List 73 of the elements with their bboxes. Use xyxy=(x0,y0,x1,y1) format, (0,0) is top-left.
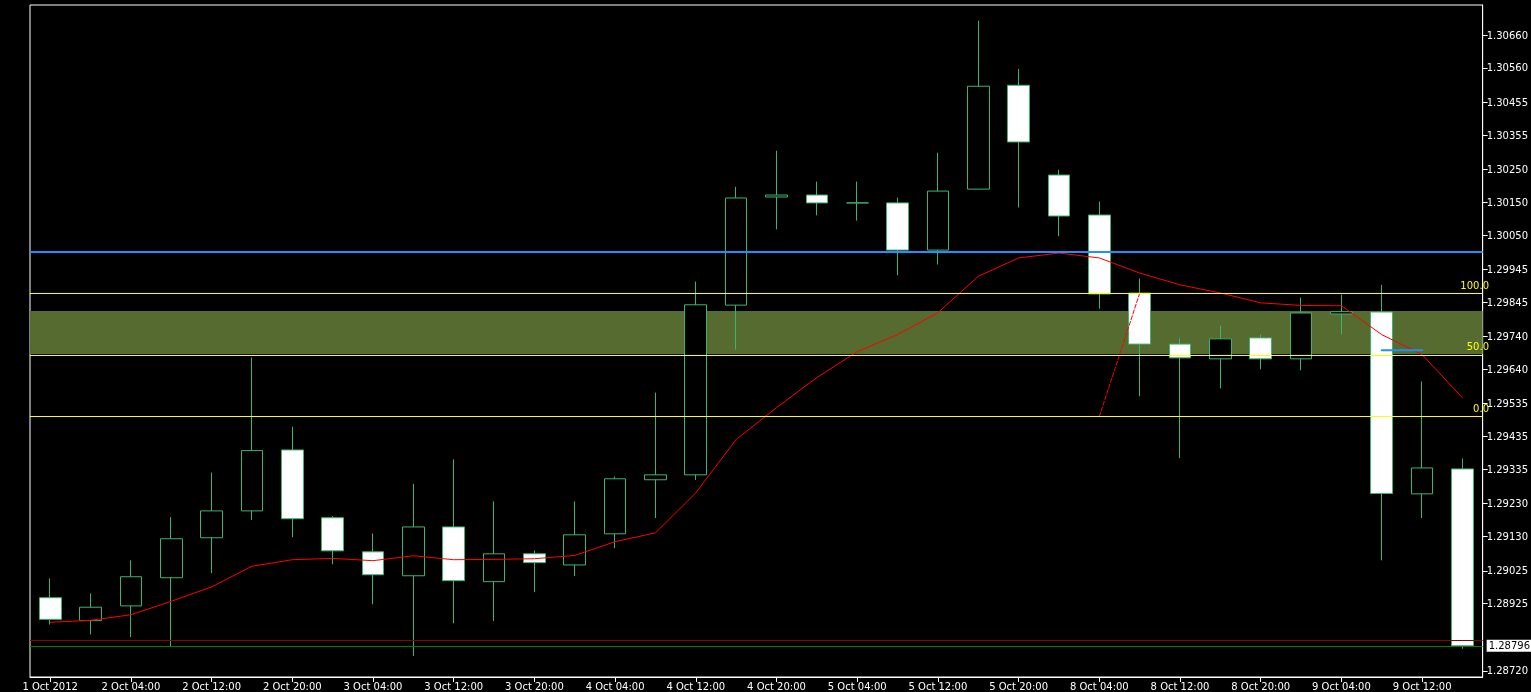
x-tick-label: 2 Oct 20:00 xyxy=(262,680,322,692)
y-tick-label: 1.30455 xyxy=(1486,96,1529,108)
y-tick-label: 1.28925 xyxy=(1486,598,1529,610)
candlestick xyxy=(362,532,384,605)
candlestick xyxy=(1209,325,1232,389)
candlestick xyxy=(483,500,505,622)
y-tick-label: 1.29130 xyxy=(1486,530,1529,542)
x-tick-label: 5 Oct 12:00 xyxy=(908,680,968,692)
candlestick xyxy=(1169,338,1191,459)
y-tick-label: 1.30050 xyxy=(1486,229,1529,241)
candlestick xyxy=(160,516,183,647)
x-tick-label: 4 Oct 12:00 xyxy=(666,680,726,692)
x-tick-label: 5 Oct 04:00 xyxy=(827,680,887,692)
candlestick xyxy=(1128,278,1151,397)
y-tick-label: 1.29740 xyxy=(1486,331,1529,343)
candlestick xyxy=(846,181,869,222)
y-tick-label: 1.29640 xyxy=(1486,363,1529,375)
candlestick xyxy=(39,577,62,626)
x-tick-label: 9 Oct 04:00 xyxy=(1312,680,1371,692)
candlestick xyxy=(120,559,142,638)
candlestick xyxy=(604,475,626,549)
candlestick xyxy=(563,500,586,577)
y-tick-label: 1.30560 xyxy=(1486,62,1529,74)
y-tick-label: 1.30150 xyxy=(1486,196,1529,208)
y-tick-label: 1.29025 xyxy=(1486,565,1529,577)
x-tick-label: 5 Oct 20:00 xyxy=(989,680,1049,692)
candlestick xyxy=(1451,457,1474,650)
candlestick xyxy=(1249,334,1272,370)
candlestick xyxy=(806,181,828,216)
candlestick xyxy=(1330,294,1353,335)
x-tick-label: 9 Oct 12:00 xyxy=(1392,680,1452,692)
candlestick xyxy=(886,197,909,276)
y-tick-label: 1.28720 xyxy=(1486,665,1529,677)
x-tick-label: 3 Oct 04:00 xyxy=(343,680,403,692)
candlestick xyxy=(402,483,425,657)
candlestick xyxy=(644,392,667,519)
y-tick-label: 1.29335 xyxy=(1486,463,1529,475)
ref-line-label: 1.28796 xyxy=(1488,640,1531,652)
candlestick xyxy=(725,186,747,351)
candlestick xyxy=(442,458,465,624)
x-tick-label: 1 Oct 2012 xyxy=(22,680,78,692)
x-tick-label: 8 Oct 12:00 xyxy=(1150,680,1210,692)
candlestick xyxy=(1088,201,1111,310)
candlestick xyxy=(1411,380,1433,519)
x-tick-label: 2 Oct 04:00 xyxy=(101,680,161,692)
x-tick-label: 3 Oct 20:00 xyxy=(504,680,564,692)
x-tick-label: 3 Oct 12:00 xyxy=(424,680,484,692)
x-tick-label: 2 Oct 12:00 xyxy=(182,680,241,692)
y-tick-label: 1.30355 xyxy=(1486,129,1529,141)
candlestick xyxy=(241,357,263,521)
y-tick-label: 1.29945 xyxy=(1486,263,1529,275)
candlestick xyxy=(79,592,102,635)
candlestick xyxy=(1007,68,1030,208)
candlestick xyxy=(1290,297,1312,371)
candlestick xyxy=(281,426,304,538)
x-tick-label: 8 Oct 04:00 xyxy=(1069,680,1129,692)
candlestick xyxy=(927,152,949,265)
y-tick-label: 1.30250 xyxy=(1486,163,1529,175)
candlestick xyxy=(684,281,707,481)
y-tick-label: 1.29230 xyxy=(1486,498,1529,510)
y-tick-label: 1.29435 xyxy=(1486,431,1529,443)
line-series xyxy=(49,252,1463,623)
x-tick-label: 8 Oct 20:00 xyxy=(1231,680,1291,692)
candlestick xyxy=(765,150,788,230)
candlestick xyxy=(200,472,223,574)
y-tick-label: 1.30660 xyxy=(1486,29,1529,41)
candlestick xyxy=(1370,284,1393,561)
candlestick xyxy=(1048,169,1070,237)
y-tick-label: 1.29845 xyxy=(1486,296,1529,308)
candlestick xyxy=(967,20,990,190)
candlestick xyxy=(321,515,344,565)
x-tick-label: 4 Oct 04:00 xyxy=(585,680,645,692)
x-tick-label: 4 Oct 20:00 xyxy=(747,680,806,692)
